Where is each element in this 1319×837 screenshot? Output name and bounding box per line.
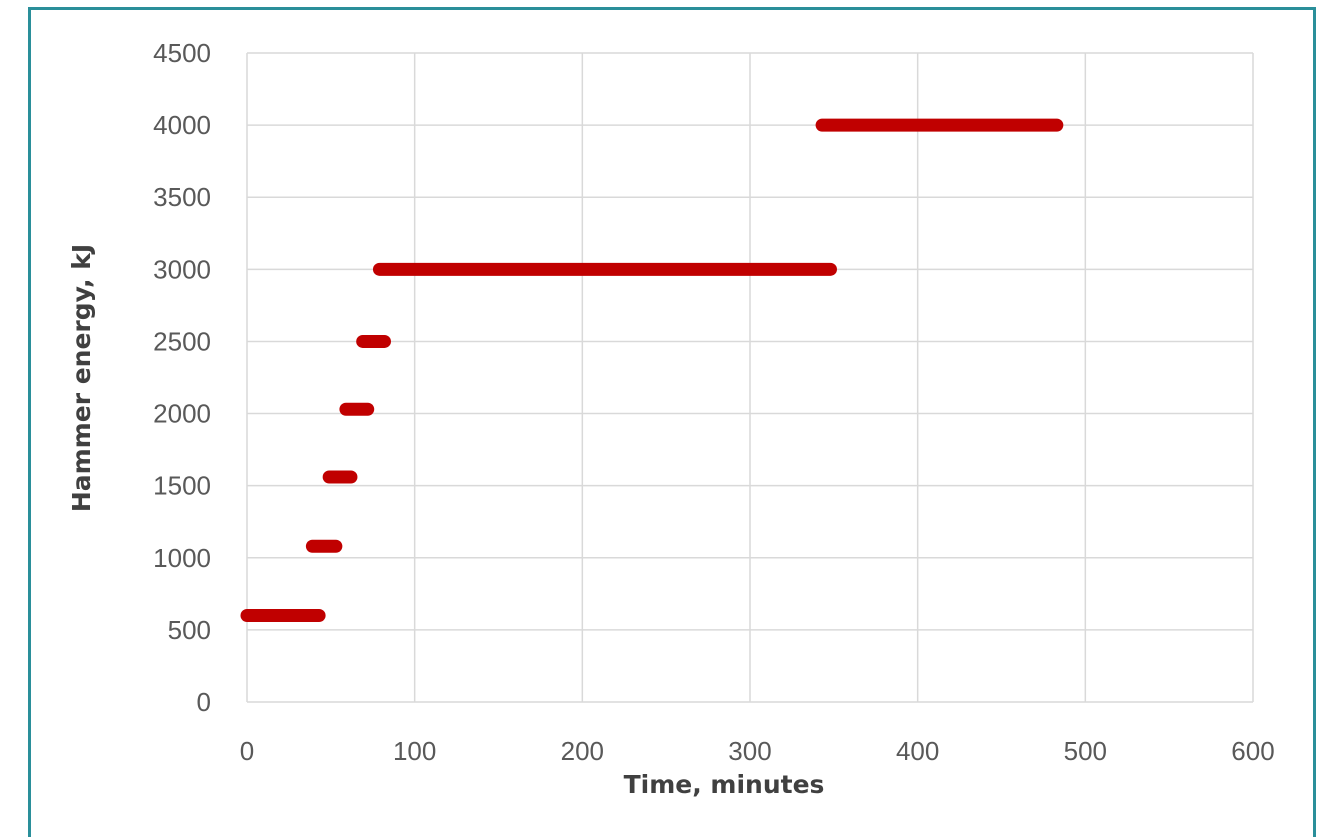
y-tick-label: 4500 [153, 38, 211, 68]
y-tick-label: 1000 [153, 543, 211, 573]
data-segments [240, 118, 1064, 622]
x-axis-title: Time, minutes [624, 770, 825, 799]
x-tick-labels: 0 100 200 300 400 500 600 [240, 736, 1275, 766]
y-tick-label: 0 [197, 687, 211, 717]
y-tick-label: 1500 [153, 471, 211, 501]
x-gridlines [246, 53, 1254, 702]
chart: 0 100 200 300 400 500 600 0 500 1000 1500 2000 2500… [67, 38, 1275, 799]
x-tick-label: 400 [896, 736, 939, 766]
x-tick-label: 300 [728, 736, 771, 766]
y-axis-title: Hammer energy, kJ [67, 244, 96, 512]
chart-frame [28, 7, 1316, 837]
y-tick-label: 500 [168, 615, 211, 645]
y-tick-label: 3500 [153, 182, 211, 212]
y-tick-label: 3000 [153, 254, 211, 284]
y-tick-label: 2500 [153, 326, 211, 356]
y-tick-labels: 0 500 1000 1500 2000 2500 3000 3500 4000 4500 [153, 38, 211, 717]
x-tick-label: 0 [240, 736, 254, 766]
x-tick-label: 600 [1231, 736, 1274, 766]
y-tick-label: 2000 [153, 399, 211, 429]
x-tick-label: 500 [1064, 736, 1107, 766]
x-tick-label: 200 [561, 736, 604, 766]
x-tick-label: 100 [393, 736, 436, 766]
y-tick-label: 4000 [153, 110, 211, 140]
